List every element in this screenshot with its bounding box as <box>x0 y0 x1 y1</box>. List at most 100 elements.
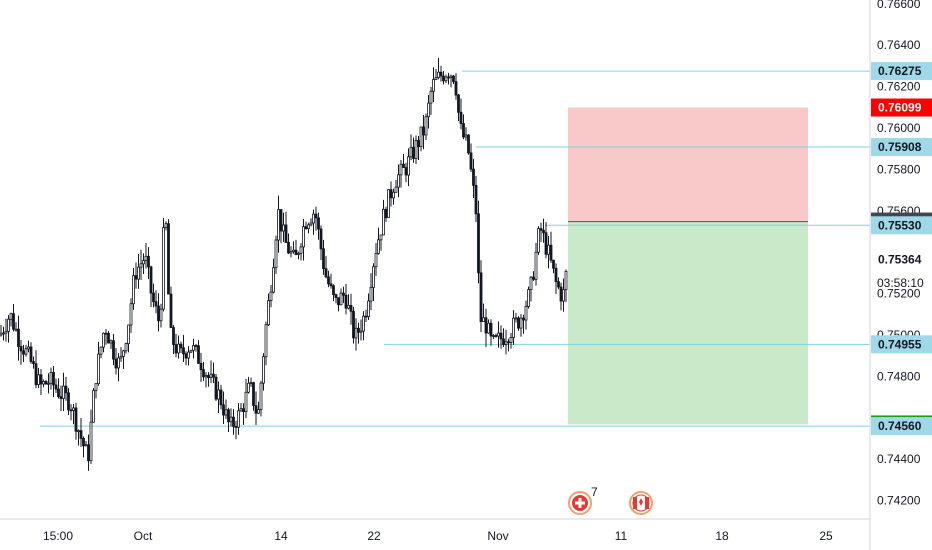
candle-body <box>554 267 558 282</box>
candle-body <box>19 346 23 352</box>
candle-body <box>382 208 385 236</box>
price-tick-label: 0.76600 <box>877 0 921 11</box>
candle-body <box>372 266 375 288</box>
candle-body <box>174 344 178 354</box>
candle-body <box>214 376 218 400</box>
candle-body <box>197 345 200 364</box>
candle-body <box>102 332 105 348</box>
candle-body <box>469 152 473 170</box>
candle-body <box>399 163 403 176</box>
candle-body <box>422 126 425 136</box>
candle-body <box>457 94 460 113</box>
candle-body <box>429 90 433 104</box>
candle-body <box>267 300 270 326</box>
candle-body <box>44 381 48 385</box>
time-axis[interactable]: 15:00 Oct 14 22 Nov 11 18 25 <box>43 529 833 543</box>
candle-body <box>537 228 540 253</box>
candle-body <box>137 266 140 280</box>
candle-body <box>407 156 410 176</box>
candle-body <box>319 228 323 250</box>
canada-flag-icon[interactable] <box>629 491 653 515</box>
candle-body <box>512 317 515 338</box>
candle-body <box>367 300 370 317</box>
candle-body <box>544 232 548 255</box>
candle-body <box>549 244 553 261</box>
candle-body <box>84 444 88 447</box>
candle-body <box>109 340 113 344</box>
candle-body <box>74 407 78 432</box>
candle-body <box>302 226 305 248</box>
candle-body <box>14 328 18 331</box>
candle-body <box>134 275 138 280</box>
time-tick-label: 25 <box>819 529 833 543</box>
candle-body <box>499 332 503 340</box>
candle-body <box>132 275 135 305</box>
candle-body <box>379 234 383 241</box>
candle-body <box>259 382 263 410</box>
swiss-flag-icon[interactable]: 7 <box>568 485 598 515</box>
candle-body <box>409 146 413 158</box>
candle-body <box>374 253 378 268</box>
take-profit-zone[interactable] <box>568 221 808 425</box>
candle-body <box>29 346 33 362</box>
candle-body <box>494 335 498 337</box>
candle-body <box>414 140 418 159</box>
candle-body <box>519 317 523 329</box>
candle-body <box>274 239 278 269</box>
price-tick-label: 0.76200 <box>877 80 921 94</box>
candle-body <box>534 251 538 280</box>
candle-body <box>419 126 423 148</box>
price-badge-label: 0.74560 <box>878 419 922 433</box>
candle-body <box>327 276 330 285</box>
stop-loss-zone[interactable] <box>568 107 808 222</box>
candle-body <box>189 349 193 353</box>
candle-body <box>547 244 550 255</box>
candle-body <box>67 392 70 411</box>
candle-body <box>354 327 358 339</box>
candle-body <box>39 374 43 385</box>
candle-body <box>369 286 373 302</box>
candle-body <box>287 242 290 254</box>
candle-body <box>437 71 440 78</box>
candle-body <box>502 338 505 346</box>
event-icons[interactable]: 7 <box>568 485 653 515</box>
candle-body <box>392 191 395 199</box>
price-badge-label: 0.75908 <box>878 140 922 154</box>
candle-body <box>299 246 303 254</box>
price-badge: 0.75530 <box>871 216 932 235</box>
candle-body <box>92 390 95 423</box>
price-badge-label: 0.76099 <box>878 101 922 115</box>
candle-body <box>159 308 163 322</box>
candle-body <box>239 408 243 412</box>
candle-body <box>242 408 245 413</box>
candle-body <box>444 76 448 82</box>
candle-body <box>557 281 560 288</box>
candle-body <box>404 167 408 176</box>
candle-body <box>257 409 260 414</box>
price-badge: 0.74955 <box>871 335 932 354</box>
candle-body <box>79 430 83 439</box>
candle-body <box>447 76 450 79</box>
candle-body <box>279 209 283 232</box>
price-tick-label: 0.74800 <box>877 369 921 383</box>
candle-body <box>262 356 265 384</box>
candle-body <box>552 259 555 269</box>
candle-body <box>532 276 535 280</box>
time-tick-label: Oct <box>134 529 153 543</box>
candle-body <box>62 385 65 399</box>
candle-body <box>227 409 230 423</box>
candle-body <box>442 75 445 82</box>
candle-body <box>107 332 110 344</box>
time-tick-label: 22 <box>367 529 381 543</box>
candle-body <box>57 388 60 397</box>
candle-body <box>129 303 133 326</box>
candle-body <box>492 335 495 337</box>
candle-body <box>562 289 565 302</box>
candle-body <box>9 313 13 320</box>
horizontal-levels[interactable] <box>40 70 870 427</box>
candle-body <box>192 345 195 351</box>
candle-body <box>104 332 108 335</box>
candle-body <box>424 116 428 136</box>
candle-body <box>402 163 405 168</box>
